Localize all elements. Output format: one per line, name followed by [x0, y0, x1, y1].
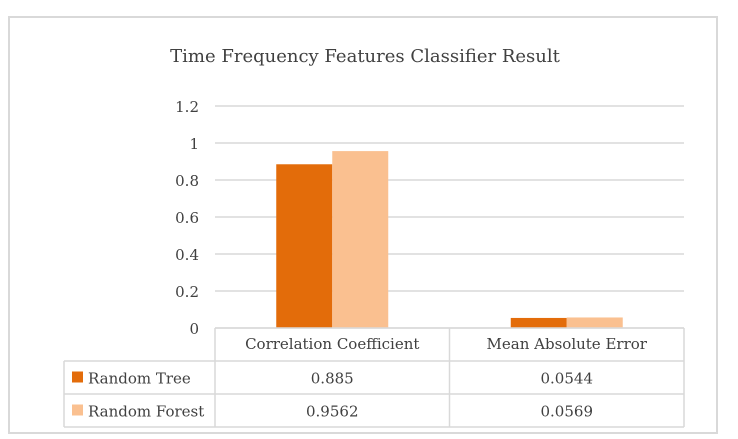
- legend-label: Random Tree: [88, 370, 191, 388]
- y-tick-label: 1.2: [175, 98, 199, 116]
- y-tick-label: 1: [189, 135, 199, 153]
- table-value: 0.0544: [541, 370, 594, 388]
- x-category-label: Correlation Coefficient: [245, 335, 419, 353]
- bar: [566, 317, 623, 328]
- legend-swatch: [72, 404, 83, 416]
- bar: [332, 151, 389, 328]
- table-value: 0.885: [311, 370, 354, 388]
- y-tick-label: 0.8: [175, 172, 199, 190]
- chart-title: Time Frequency Features Classifier Resul…: [170, 46, 560, 67]
- legend-label: Random Forest: [88, 403, 204, 421]
- bar: [510, 317, 567, 328]
- y-tick-label: 0.2: [175, 283, 199, 301]
- data-table: Correlation Coefficient Mean Absolute Err…: [63, 327, 685, 428]
- y-tick-label: 0.4: [175, 246, 199, 264]
- y-tick-label: 0.6: [175, 209, 199, 227]
- y-tick-label: 0: [189, 320, 199, 338]
- y-axis-ticks: 0 0.2 0.4 0.6 0.8 1 1.2: [175, 98, 199, 338]
- x-category-label: Mean Absolute Error: [487, 335, 648, 353]
- table-value: 0.9562: [306, 403, 359, 421]
- table-value: 0.0569: [541, 403, 594, 421]
- bar: [276, 164, 333, 328]
- legend-swatch: [72, 371, 83, 383]
- bars: [276, 151, 623, 328]
